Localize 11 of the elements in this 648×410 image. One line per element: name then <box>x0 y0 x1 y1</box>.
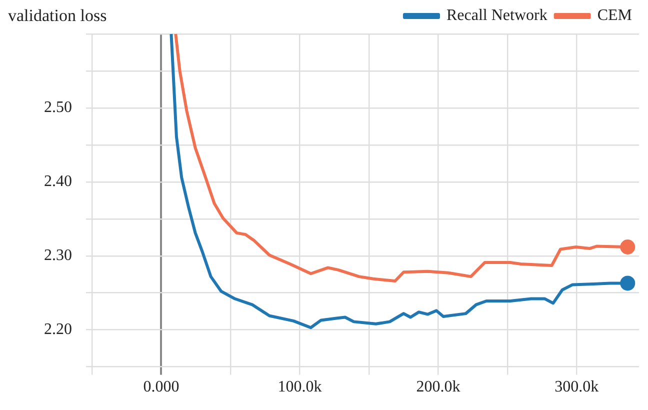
legend-label: CEM <box>597 7 632 24</box>
x-tick-label: 0.000 <box>143 378 180 396</box>
y-tick-label: 2.50 <box>44 99 72 116</box>
x-tick-label: 300.0k <box>554 378 599 396</box>
y-tick-label: 2.30 <box>44 247 72 264</box>
x-tick-label: 200.0k <box>416 378 460 396</box>
y-tick-label: 2.40 <box>44 173 72 190</box>
y-tick-label: 2.20 <box>44 321 72 338</box>
chart-title: validation loss <box>8 6 107 26</box>
legend-label: Recall Network <box>446 7 548 24</box>
x-tick-label: 100.0k <box>278 378 322 396</box>
